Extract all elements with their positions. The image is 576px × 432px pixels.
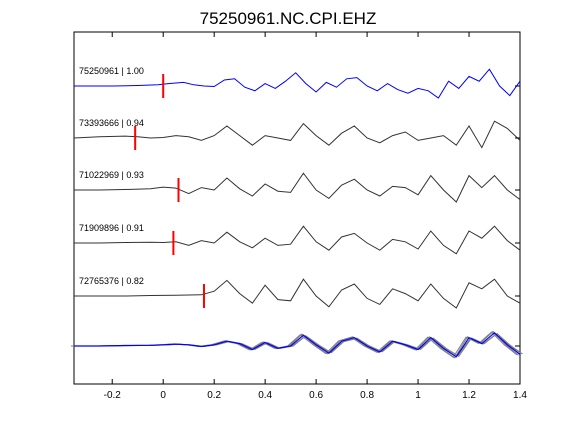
- trace-line-5: [74, 278, 521, 309]
- right-tick-group: [515, 85, 520, 347]
- chart-title: 75250961.NC.CPI.EHZ: [200, 9, 377, 28]
- trace-line-2: [73, 120, 521, 149]
- trace-line-4: [74, 225, 521, 255]
- trace-group: [70, 68, 523, 359]
- x-tick-label: 1.4: [513, 390, 527, 401]
- stack-master-trace: [74, 331, 521, 358]
- x-tick-label: 0.4: [258, 390, 272, 401]
- trace-label-5: 72765376 | 0.82: [79, 276, 144, 286]
- x-axis: -0.2 0 0.2 0.4 0.6 0.8 1 1.2 1.4: [104, 32, 527, 401]
- x-tick-label: -0.2: [104, 390, 122, 401]
- trace-line-1: [74, 68, 521, 99]
- plot-frame: [73, 31, 521, 385]
- x-tick-label: 0.6: [309, 390, 323, 401]
- trace-label-group: 75250961 | 1.00 73393666 | 0.94 71022969 |…: [79, 66, 144, 286]
- x-tick-label: 0.2: [207, 390, 221, 401]
- x-tick-label: 1: [415, 390, 421, 401]
- x-tick-label: 1.2: [462, 390, 476, 401]
- x-tick-label: 0: [160, 390, 166, 401]
- x-tick-label: 0.8: [360, 390, 374, 401]
- trace-label-3: 71022969 | 0.93: [79, 170, 144, 180]
- trace-label-1: 75250961 | 1.00: [79, 66, 144, 76]
- pick-marker-group: [134, 74, 205, 308]
- trace-label-2: 73393666 | 0.94: [79, 118, 144, 128]
- trace-line-3: [74, 172, 521, 203]
- trace-label-4: 71909896 | 0.91: [79, 223, 144, 233]
